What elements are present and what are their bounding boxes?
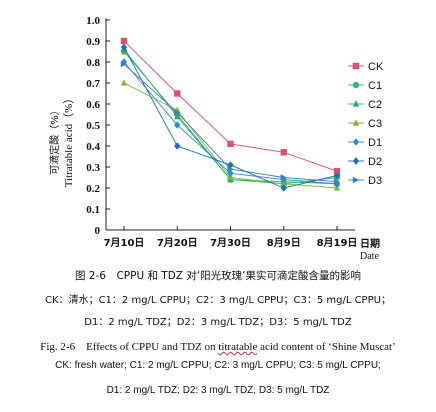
y-tick-label: 0.1 — [86, 204, 100, 216]
legend-marker-c3 — [352, 119, 360, 126]
caption-en-title-suffix: acid content of ‘Shine Muscat’ — [257, 341, 396, 353]
data-point-d2 — [227, 161, 234, 169]
y-tick-label: 1.0 — [86, 15, 100, 27]
y-tick-label: 0.9 — [86, 36, 100, 48]
legend-item-ck: CK — [348, 61, 384, 73]
y-tick-label: 0.3 — [86, 162, 100, 174]
x-axis-label-cn: 日期 — [360, 237, 380, 250]
series-d3 — [120, 60, 341, 185]
x-axis-label-en: Date — [360, 251, 379, 262]
legend-label-c2: C2 — [368, 99, 382, 111]
y-axis-label-en: Titratable acid（%） — [62, 93, 75, 188]
data-point-d2 — [174, 142, 181, 150]
caption-cn-title: 图 2-6 CPPU 和 TDZ 对‘阳光玫瑰’果实可滴定酸含量的影响 — [74, 270, 362, 282]
legend-marker-c1 — [352, 81, 360, 89]
legend-label-d3: D3 — [368, 175, 382, 187]
data-point-d3 — [227, 165, 234, 173]
legend-label-d1: D1 — [368, 137, 382, 149]
data-point-c2 — [174, 112, 181, 120]
legend-marker-d3 — [352, 176, 360, 184]
caption-cn-line2: D1：2 mg/L TDZ；D2：3 mg/L TDZ；D3：5 mg/L TD… — [84, 317, 352, 328]
legend-label-ck: CK — [368, 61, 384, 73]
y-axis-ticks: 0 0.1 0.2 0.3 0.4 0.5 0.6 0.7 0.8 0.9 1.0 — [86, 15, 110, 237]
legend-item-d2: D2 — [348, 156, 382, 168]
legend-item-c3: C3 — [348, 118, 382, 130]
data-point-d1 — [174, 121, 181, 129]
legend-marker-d2 — [352, 157, 360, 165]
chart-axes — [105, 18, 355, 231]
legend-item-d1: D1 — [348, 137, 382, 149]
legend-marker-ck — [352, 62, 360, 70]
data-point-ck — [227, 140, 234, 148]
caption-cn-line1: CK：清水；C1：2 mg/L CPPU；C2：3 mg/L CPPU；C3：5… — [45, 295, 391, 306]
y-tick-label: 0 — [95, 225, 101, 237]
y-tick-label: 0.6 — [86, 99, 100, 111]
data-point-d3 — [120, 60, 128, 68]
y-tick-label: 0.5 — [86, 120, 100, 132]
legend-label-c3: C3 — [368, 118, 382, 130]
data-point-d3 — [333, 178, 341, 185]
x-tick-label: 8月9日 — [267, 237, 301, 249]
data-point-d2 — [333, 171, 341, 180]
data-point-ck — [333, 168, 341, 175]
y-axis-label-cn: 可滴定酸（%） — [48, 105, 61, 175]
x-tick-label: 7月20日 — [157, 237, 198, 249]
series-ck — [120, 37, 341, 175]
data-point-d1 — [227, 169, 234, 177]
caption-en-title-prefix: Fig. 2-6 Effects of CPPU and TDZ on — [40, 341, 219, 353]
y-tick-label: 0.8 — [86, 57, 100, 69]
caption-en-title-word: titratable — [218, 341, 258, 353]
y-tick-label: 0.2 — [86, 183, 100, 195]
legend-label-d2: D2 — [368, 156, 382, 168]
data-point-d3 — [280, 174, 287, 181]
data-point-d3 — [174, 109, 181, 116]
data-point-ck — [280, 149, 287, 156]
data-point-ck — [174, 90, 181, 97]
x-tick-label: 8月19日 — [317, 237, 358, 249]
y-tick-label: 0.4 — [86, 141, 100, 153]
chart-series — [120, 37, 341, 192]
x-tick-label: 7月10日 — [104, 237, 145, 249]
caption-en-line2: D1: 2 mg/L TDZ; D2: 3 mg/L TDZ; D3: 5 mg… — [106, 385, 330, 396]
legend-item-c2: C2 — [348, 99, 382, 111]
titratable-acid-line-chart: 0 0.1 0.2 0.3 0.4 0.5 0.6 0.7 0.8 0.9 1.0 7月10日 7月2… — [48, 15, 384, 262]
legend-item-c1: C1 — [348, 80, 382, 92]
y-tick-label: 0.7 — [86, 78, 100, 90]
legend-marker-c2 — [352, 100, 360, 107]
data-point-ck — [120, 37, 128, 45]
legend-item-d3: D3 — [348, 175, 382, 187]
data-point-d2 — [280, 184, 287, 192]
data-point-c3 — [120, 79, 128, 86]
x-tick-label: 7月30日 — [210, 237, 251, 249]
legend-marker-d1 — [352, 138, 360, 146]
caption-en-title: Fig. 2-6 Effects of CPPU and TDZ on titr… — [0, 338, 436, 354]
chart-legend: CK C1 C2 C3 D1 D2 D3 — [348, 61, 384, 187]
series-d2 — [120, 43, 341, 192]
x-axis-ticks: 7月10日 7月20日 7月30日 8月9日 8月19日 — [104, 226, 358, 249]
legend-label-c1: C1 — [368, 80, 382, 92]
data-point-d2 — [120, 43, 128, 51]
series-c3 — [120, 79, 341, 191]
caption-en-line1: CK: fresh water; C1: 2 mg/L CPPU; C2: 3 … — [55, 360, 381, 371]
